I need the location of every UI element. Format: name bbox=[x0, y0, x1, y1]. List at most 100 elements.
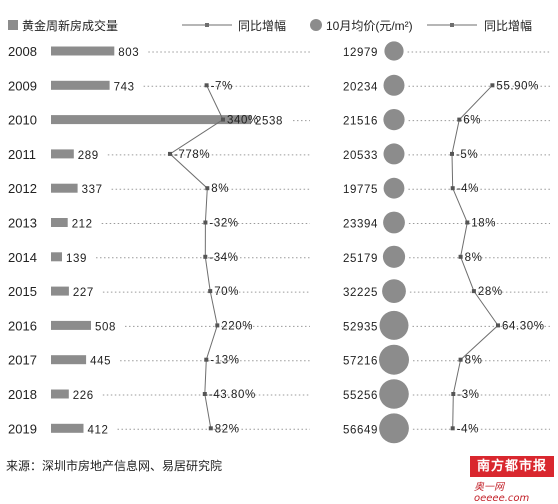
price-circle bbox=[382, 245, 406, 268]
year-label: 2011 bbox=[8, 147, 36, 162]
volume-value-label: 139 bbox=[66, 253, 87, 265]
price-value-label: 19775 bbox=[343, 184, 378, 196]
volume-bar bbox=[51, 183, 78, 193]
volume-yoy-label: -43.80% bbox=[209, 389, 256, 401]
year-label: 2017 bbox=[8, 353, 37, 368]
price-yoy-marker bbox=[471, 289, 476, 294]
year-label: 2012 bbox=[8, 181, 37, 196]
volume-yoy-marker bbox=[203, 220, 208, 225]
volume-value-label: 743 bbox=[114, 81, 135, 93]
year-label: 2014 bbox=[8, 250, 37, 265]
legend-price-yoy-marker bbox=[450, 23, 454, 27]
volume-bar bbox=[51, 115, 251, 125]
volume-value-label: 508 bbox=[95, 321, 116, 333]
price-yoy-label: 28% bbox=[478, 286, 503, 298]
source-note: 来源：深圳市房地产信息网、易居研究院 bbox=[6, 458, 222, 473]
year-label: 2018 bbox=[8, 387, 37, 402]
volume-bar bbox=[51, 252, 62, 262]
price-yoy-label: 8% bbox=[465, 355, 483, 367]
price-value-label: 20234 bbox=[343, 81, 378, 93]
volume-bar bbox=[51, 320, 91, 330]
price-yoy-marker bbox=[450, 151, 454, 156]
legend-price-marker bbox=[310, 19, 322, 31]
volume-bar bbox=[51, 46, 115, 56]
volume-yoy-label: -7% bbox=[211, 80, 233, 92]
volume-value-label: 227 bbox=[73, 287, 94, 299]
volume-yoy-label: -34% bbox=[209, 252, 238, 264]
price-value-label: 12979 bbox=[343, 47, 378, 59]
price-yoy-label: 18% bbox=[471, 218, 496, 230]
price-yoy-label: -4% bbox=[457, 423, 479, 435]
volume-bar bbox=[51, 286, 69, 296]
volume-bar bbox=[51, 218, 68, 227]
price-yoy-label: -5% bbox=[456, 149, 478, 161]
legend-price-yoy-label: 同比增幅 bbox=[484, 18, 532, 33]
volume-yoy-label: -778% bbox=[174, 149, 210, 161]
price-value-label: 25179 bbox=[343, 253, 378, 265]
price-yoy-marker bbox=[465, 220, 470, 225]
legend-price-label: 10月均价(元/m²) bbox=[326, 19, 413, 33]
volume-yoy-label: -13% bbox=[210, 355, 239, 367]
volume-value-label: 445 bbox=[90, 356, 111, 368]
volume-yoy-marker bbox=[208, 289, 213, 294]
price-yoy-marker bbox=[450, 426, 455, 431]
price-value-label: 20533 bbox=[343, 150, 378, 162]
volume-yoy-label: 82% bbox=[215, 423, 240, 435]
year-label: 2016 bbox=[8, 318, 37, 333]
price-yoy-label: 55.90% bbox=[496, 80, 539, 92]
year-label: 2010 bbox=[8, 113, 37, 128]
price-value-label: 52935 bbox=[343, 321, 378, 333]
volume-value-label: 337 bbox=[82, 184, 103, 196]
volume-yoy-marker bbox=[205, 186, 210, 191]
price-circle bbox=[379, 344, 409, 375]
watermark-brand: 南方都市报 bbox=[470, 456, 554, 477]
price-yoy-label: 8% bbox=[465, 252, 483, 264]
price-value-label: 23394 bbox=[343, 219, 378, 231]
volume-bar bbox=[51, 80, 110, 90]
volume-value-label: 226 bbox=[73, 390, 94, 402]
volume-yoy-label: 8% bbox=[211, 183, 229, 195]
volume-yoy-label: -32% bbox=[209, 218, 238, 230]
price-value-label: 21516 bbox=[343, 116, 378, 128]
price-yoy-series: 55.90% 6% -5% -4% 18% 8% 28% 64.30% 8% -3% -4% bbox=[450, 80, 545, 435]
volume-yoy-label: 340% bbox=[227, 115, 259, 127]
volume-yoy-marker bbox=[203, 254, 208, 259]
volume-yoy-marker bbox=[208, 426, 213, 431]
volume-value-label: 289 bbox=[78, 150, 99, 162]
volume-bar bbox=[51, 355, 87, 365]
volume-value-label: 412 bbox=[88, 424, 109, 436]
price-yoy-label: 64.30% bbox=[502, 320, 545, 332]
volume-yoy-marker bbox=[204, 357, 209, 362]
legend-volume-swatch bbox=[8, 20, 18, 30]
volume-yoy-marker bbox=[221, 117, 225, 122]
price-yoy-label: 6% bbox=[463, 115, 481, 127]
price-circle bbox=[382, 279, 406, 303]
chart: 黄金周新房成交量 同比增幅 10月均价(元/m²) 同比增幅 2008 803 12… bbox=[6, 18, 550, 473]
price-circle bbox=[384, 41, 404, 61]
legend-volume-yoy-marker bbox=[205, 23, 209, 27]
volume-value-label: 212 bbox=[72, 219, 93, 231]
year-label: 2013 bbox=[8, 216, 37, 231]
price-yoy-label: -3% bbox=[457, 389, 479, 401]
volume-yoy-marker bbox=[215, 323, 220, 328]
price-value-label: 55256 bbox=[343, 390, 378, 402]
volume-bar bbox=[51, 389, 69, 399]
volume-yoy-marker bbox=[202, 392, 207, 396]
price-yoy-marker bbox=[496, 323, 500, 328]
price-yoy-marker bbox=[490, 83, 495, 88]
price-circle bbox=[379, 310, 409, 340]
price-yoy-marker bbox=[457, 117, 462, 122]
price-circle bbox=[383, 143, 405, 165]
price-circle bbox=[383, 211, 405, 234]
price-value-label: 56649 bbox=[343, 424, 378, 436]
volume-yoy-marker bbox=[204, 83, 209, 88]
price-yoy-label: -4% bbox=[457, 183, 479, 195]
year-label: 2009 bbox=[8, 78, 37, 93]
price-yoy-marker bbox=[458, 254, 463, 259]
year-label: 2019 bbox=[8, 421, 37, 436]
year-label: 2008 bbox=[8, 44, 37, 59]
price-circle bbox=[379, 413, 409, 444]
price-circle bbox=[379, 379, 409, 409]
legend: 黄金周新房成交量 同比增幅 10月均价(元/m²) 同比增幅 bbox=[8, 18, 532, 33]
price-yoy-marker bbox=[451, 392, 456, 396]
